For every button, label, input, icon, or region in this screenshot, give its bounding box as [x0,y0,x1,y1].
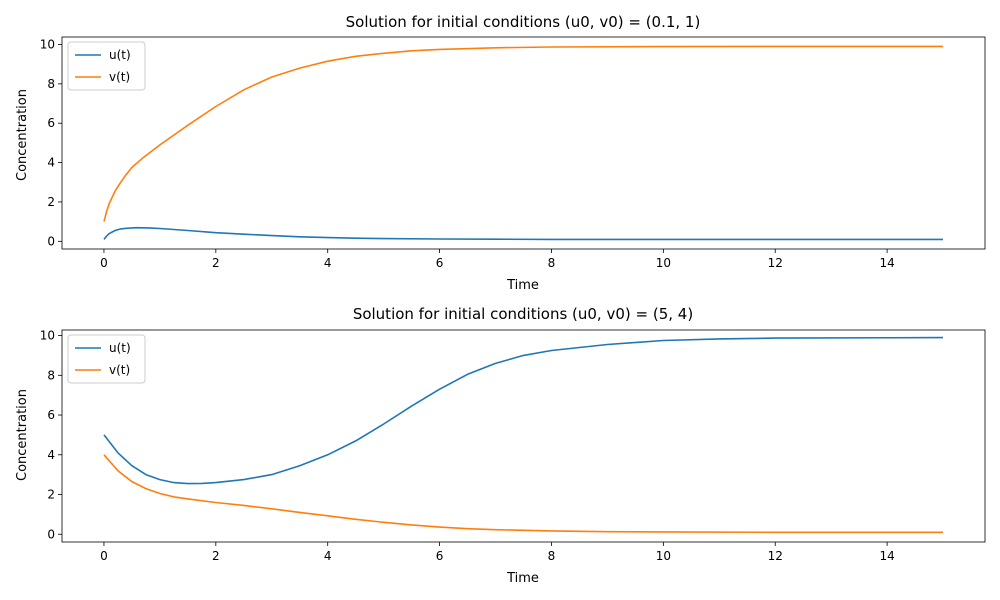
plot-area: 0 2 4 6 8 10 12 14 0 2 4 6 8 10 u(t) v(t) [40,36,986,270]
y-tick-label: 0 [47,527,55,541]
legend-label: u(t) [109,48,131,62]
x-tick-label: 0 [100,549,108,563]
axes-frame [61,36,986,250]
x-tick-label: 14 [879,256,894,270]
x-tick-label: 2 [212,549,220,563]
legend-label: v(t) [109,363,130,377]
y-tick-label: 2 [47,488,55,502]
y-axis-label: Concentration [15,89,30,181]
chart-initial-condition-1: Solution for initial conditions (u0, v0)… [15,13,986,293]
x-tick-label: 6 [436,549,444,563]
axes-frame [61,329,986,543]
x-tick-label: 6 [436,256,444,270]
y-tick-label: 8 [47,368,55,382]
x-tick-label: 4 [324,256,332,270]
legend: u(t) v(t) [67,41,146,91]
y-tick-label: 6 [47,408,55,422]
y-tick-label: 8 [47,77,55,91]
y-tick-label: 4 [47,156,55,170]
y-axis-label: Concentration [15,389,30,481]
series-line-ut [103,336,944,485]
x-tick-label: 4 [324,549,332,563]
legend-label: v(t) [109,70,130,84]
x-tick-label: 10 [656,549,671,563]
chart-title: Solution for initial conditions (u0, v0)… [353,305,693,323]
legend-box [67,41,146,91]
chart-title: Solution for initial conditions (u0, v0)… [346,13,701,31]
x-tick-label: 2 [212,256,220,270]
series-line-ut [103,226,943,241]
y-tick-label: 4 [47,448,55,462]
y-tick-label: 2 [47,195,55,209]
x-tick-label: 0 [100,256,108,270]
legend: u(t) v(t) [67,334,146,384]
legend-label: u(t) [109,341,131,355]
chart-initial-condition-2: Solution for initial conditions (u0, v0)… [15,305,986,586]
y-tick-label: 10 [40,37,55,51]
y-tick-label: 0 [47,234,55,248]
legend-box [67,334,146,384]
x-tick-label: 12 [768,256,783,270]
series-line-vt [103,454,943,534]
y-tick-label: 6 [47,116,55,130]
x-axis-label: Time [506,278,539,293]
x-tick-label: 8 [548,256,556,270]
x-tick-label: 8 [548,549,556,563]
x-tick-label: 12 [768,549,783,563]
x-tick-label: 14 [879,549,894,563]
series-line-vt [103,45,943,222]
plot-area: 0 2 4 6 8 10 12 14 0 2 4 6 8 10 u(t) v(t) [40,329,986,563]
x-tick-label: 10 [656,256,671,270]
x-axis-label: Time [506,571,539,586]
y-tick-label: 10 [40,329,55,343]
